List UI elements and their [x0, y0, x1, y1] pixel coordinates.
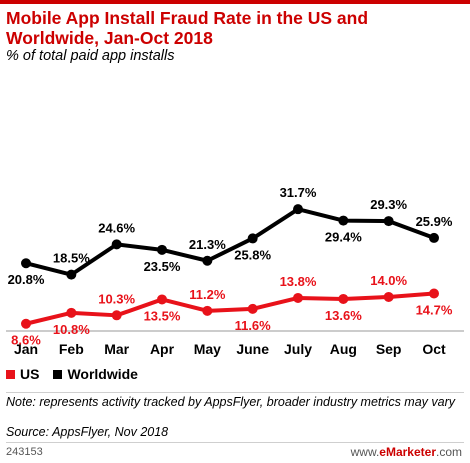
data-point-us — [293, 292, 303, 303]
data-point-worldwide — [111, 239, 122, 250]
series-line-us — [25, 291, 435, 326]
brand-logo: www.eMarketer.com — [350, 445, 462, 459]
x-tick-label: Apr — [150, 341, 175, 357]
data-point-worldwide — [21, 258, 31, 269]
line-chart: 8.6% 10.8% 10.3% 13.5% 11.2% 11.6% 13.8% 13.6% 1… — [6, 185, 464, 357]
footnote: Note: represents activity tracked by App… — [6, 395, 456, 409]
top-accent-rule — [0, 0, 470, 4]
data-label-worldwide: 21.3% — [189, 237, 226, 252]
footer-divider-bottom — [6, 442, 464, 443]
data-label-us: 10.3% — [98, 291, 135, 306]
x-tick-label: Oct — [422, 341, 446, 357]
data-label-us: 11.2% — [189, 287, 226, 302]
data-label-worldwide: 29.3% — [370, 197, 407, 212]
data-label-us: 10.8% — [53, 322, 90, 337]
data-point-us — [21, 318, 31, 329]
data-point-worldwide — [429, 232, 439, 243]
data-point-worldwide — [383, 216, 394, 227]
data-point-worldwide — [338, 215, 349, 226]
data-point-worldwide — [66, 269, 77, 280]
footer-divider — [6, 392, 464, 393]
x-tick-label: June — [236, 341, 269, 357]
data-point-us — [157, 294, 167, 305]
data-point-us — [111, 310, 122, 321]
data-label-us: 13.5% — [144, 308, 181, 323]
chart-legend: US Worldwide — [6, 366, 152, 382]
data-label-worldwide: 29.4% — [325, 230, 362, 245]
data-point-worldwide — [293, 204, 303, 215]
x-tick-label: Mar — [104, 341, 129, 357]
data-label-us: 8.6% — [11, 333, 41, 348]
data-label-worldwide: 25.9% — [416, 214, 453, 229]
data-point-us — [338, 293, 349, 304]
x-tick-label: July — [284, 341, 312, 357]
data-label-us: 11.6% — [235, 318, 272, 333]
x-tick-label: May — [194, 341, 221, 357]
data-point-us — [247, 303, 258, 314]
data-point-us — [66, 307, 77, 318]
data-label-us: 13.8% — [280, 274, 317, 289]
legend-label-worldwide: Worldwide — [67, 366, 138, 382]
data-point-us — [429, 288, 439, 299]
data-point-us — [383, 291, 394, 302]
data-label-worldwide: 23.5% — [144, 259, 181, 274]
data-label-worldwide: 24.6% — [98, 220, 135, 235]
data-point-worldwide — [247, 233, 258, 244]
legend-swatch-us — [6, 369, 15, 379]
legend-item-us: US — [6, 366, 39, 382]
data-label-worldwide: 20.8% — [8, 272, 45, 287]
legend-swatch-worldwide — [53, 369, 63, 379]
data-label-us: 14.7% — [416, 302, 453, 317]
data-point-us — [202, 305, 213, 316]
data-point-worldwide — [202, 255, 213, 266]
data-label-us: 14.0% — [370, 273, 407, 288]
data-label-us: 13.6% — [325, 308, 362, 323]
chart-subtitle: % of total paid app installs — [6, 48, 175, 64]
data-label-worldwide: 18.5% — [53, 251, 90, 266]
data-label-worldwide: 31.7% — [280, 185, 317, 200]
series-line-worldwide — [25, 207, 435, 277]
legend-item-worldwide: Worldwide — [53, 366, 138, 382]
chart-title: Mobile App Install Fraud Rate in the US … — [6, 8, 369, 48]
data-label-worldwide: 25.8% — [234, 247, 271, 262]
chart-id: 243153 — [6, 446, 43, 458]
data-point-worldwide — [157, 244, 167, 255]
x-tick-label: Sep — [376, 341, 402, 357]
x-tick-label: Jan — [14, 341, 38, 357]
legend-label-us: US — [20, 366, 40, 382]
x-tick-label: Feb — [59, 341, 84, 357]
source-line: Source: AppsFlyer, Nov 2018 — [6, 425, 169, 439]
x-tick-label: Aug — [330, 341, 357, 357]
